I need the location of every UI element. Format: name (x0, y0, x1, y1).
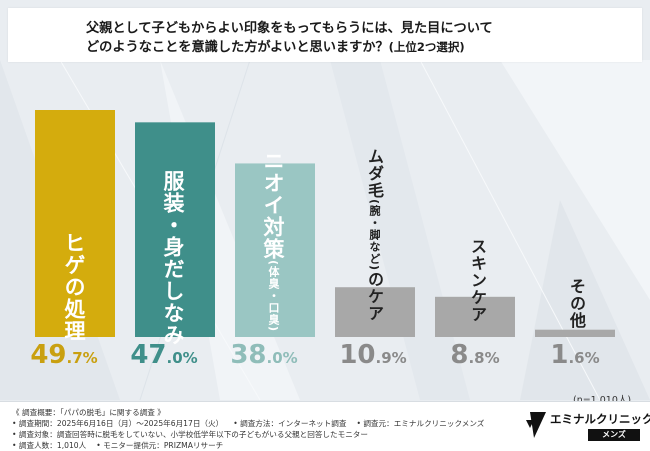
value-dec: .0 (266, 349, 283, 367)
bar-clothing (135, 122, 215, 337)
value-pct: % (484, 349, 500, 367)
value-dec: .9 (375, 349, 392, 367)
bar-label-body-hair-sub: (腕・脚など) (368, 199, 381, 272)
survey-meta-line2: • 調査人数：1,010人 • モニター提供元：PRIZMAリサーチ (12, 440, 233, 451)
value-label: 10.9% (323, 340, 423, 370)
bar-other (535, 329, 615, 337)
sample-size-note: (n=1,010人) (573, 392, 631, 406)
bar-label-body-hair: ムダ毛(腕・脚など)のケア (362, 148, 386, 322)
survey-overview: 《 調査概要：「パパの脱毛」に関する調査 》 (12, 408, 165, 417)
value-dec: .8 (468, 349, 485, 367)
bar-beard (35, 110, 115, 337)
value-label: 38.0% (214, 340, 314, 370)
bar-skincare (435, 296, 515, 337)
survey-footer: 《 調査概要：「パパの脱毛」に関する調査 》 • 調査期間：2025年6月16日… (0, 401, 650, 451)
logo-mark-icon (526, 412, 546, 438)
value-label: 47.0% (114, 340, 214, 370)
survey-period: • 調査期間：2025年6月16日（月）〜2025年6月17日（火） (12, 419, 224, 428)
bar-label-odor-main: ニオイ対策 (261, 150, 285, 260)
value-int: 10 (339, 340, 376, 370)
value-label: 49.7% (14, 340, 114, 370)
logo-name: エミナルクリニック (550, 412, 650, 426)
bar-label-skincare: スキンケア (468, 238, 487, 323)
value-label: 1.6% (525, 340, 625, 370)
question-title-note: (上位2つ選択) (388, 40, 465, 54)
question-title-line2-text: どのようなことを意識した方がよいと思いますか？ (86, 40, 389, 55)
bar-label-body-hair-main1: ムダ毛 (365, 148, 384, 199)
bar-label-other: その他 (567, 278, 586, 329)
value-int: 38 (230, 340, 267, 370)
survey-count: • 調査人数：1,010人 (12, 441, 87, 450)
value-int: 8 (450, 340, 469, 370)
value-dec: .0 (166, 349, 183, 367)
bar-label-odor-sub: (体臭・口臭) (267, 260, 280, 333)
value-pct: % (391, 349, 407, 367)
bar-label-beard: ヒゲの処理 (62, 232, 86, 342)
bar-label-odor: ニオイ対策(体臭・口臭) (258, 150, 288, 332)
value-label: 8.8% (425, 340, 525, 370)
value-int: 49 (30, 340, 67, 370)
bar-label-body-hair-main2: のケア (365, 271, 384, 323)
value-pct: % (584, 349, 600, 367)
value-dec: .6 (568, 349, 585, 367)
question-title-line1: 父親として子どもからよい印象をもってもらうには、見た目について (86, 21, 493, 36)
value-pct: % (182, 349, 198, 367)
survey-source: • 調査元：エミナルクリニックメンズ (356, 419, 485, 428)
question-title-line2: どのようなことを意識した方がよいと思いますか？(上位2つ選択) (86, 36, 465, 55)
bar-label-clothing: 服装・身だしなみ (161, 170, 185, 346)
survey-meta-line: • 調査期間：2025年6月16日（月）〜2025年6月17日（火） • 調査方法… (12, 418, 494, 429)
logo-subtitle: メンズ (588, 429, 640, 441)
bar-body-hair (335, 287, 415, 337)
survey-method: • 調査方法：インターネット調査 (233, 419, 347, 428)
survey-target: • 調査対象：調査回答時に脱毛をしていない、小学校低学年以下の子どもがいる父親と… (12, 430, 368, 439)
bar-odor (235, 163, 315, 337)
value-int: 1 (550, 340, 569, 370)
question-title-box (8, 8, 642, 62)
value-int: 47 (130, 340, 167, 370)
value-dec: .7 (66, 349, 83, 367)
clinic-logo: エミナルクリニック メンズ (526, 408, 650, 444)
value-pct: % (282, 349, 298, 367)
value-pct: % (82, 349, 98, 367)
survey-provider: • モニター提供元：PRIZMAリサーチ (96, 441, 224, 450)
